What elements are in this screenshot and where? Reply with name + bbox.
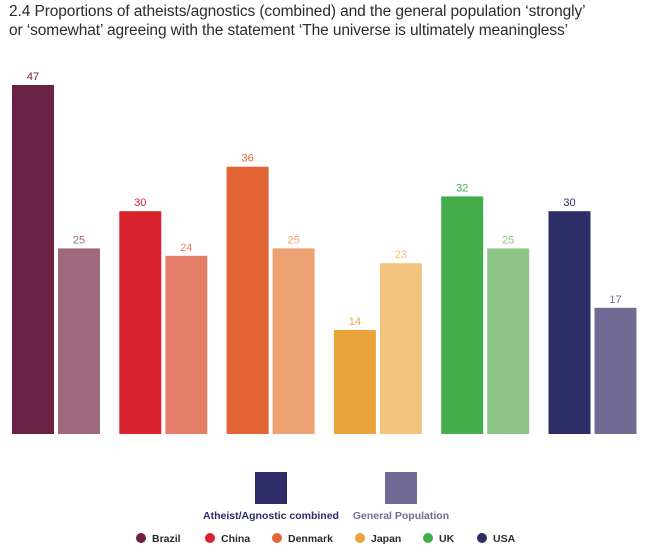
bar-brazil-atheist-agnostic-combined [12,85,54,434]
legend-dot-japan [355,533,365,543]
data-label-china-atheist-agnostic-combined: 30 [134,197,146,209]
bar-usa-general-population [594,307,637,434]
legend-label-japan: Japan [371,533,401,545]
data-label-japan-atheist-agnostic-combined: 14 [349,316,361,328]
bar-denmark-atheist-agnostic-combined [226,166,269,434]
legend-dot-uk [423,533,433,543]
legend-label-general-population: General Population [353,510,449,522]
legend-label-brazil: Brazil [152,533,181,545]
legend-label-atheist-agnostic-combined: Atheist/Agnostic combined [203,510,339,522]
legend-dot-denmark [272,533,282,543]
bar-japan-general-population [379,263,422,434]
data-label-usa-general-population: 17 [609,294,621,306]
bar-denmark-general-population [272,248,315,434]
data-label-china-general-population: 24 [180,242,192,254]
data-label-usa-atheist-agnostic-combined: 30 [563,197,575,209]
legend-label-usa: USA [493,533,516,545]
bar-japan-atheist-agnostic-combined [333,330,376,434]
data-label-denmark-atheist-agnostic-combined: 36 [241,153,253,165]
legend-swatch-atheist-agnostic-combined [255,472,287,504]
data-label-denmark-general-population: 25 [287,234,299,246]
legend-dot-brazil [136,533,146,543]
data-label-brazil-general-population: 25 [73,234,85,246]
bar-china-general-population [165,255,208,434]
bar-brazil-general-population [58,248,100,434]
data-label-brazil-atheist-agnostic-combined: 47 [27,71,39,83]
chart-title: 2.4 Proportions of atheists/agnostics (c… [9,2,641,40]
bar-uk-atheist-agnostic-combined [441,196,484,434]
data-label-uk-atheist-agnostic-combined: 32 [456,182,468,194]
legend-dot-china [205,533,215,543]
bar-china-atheist-agnostic-combined [119,211,162,434]
legend-swatch-general-population [385,472,417,504]
data-label-uk-general-population: 25 [502,234,514,246]
chart-title-line-2: or ‘somewhat’ agreeing with the statemen… [9,22,568,39]
bar-usa-atheist-agnostic-combined [548,211,591,434]
legend-label-uk: UK [439,533,455,545]
legend-label-denmark: Denmark [288,533,333,545]
data-label-japan-general-population: 23 [395,249,407,261]
legend-label-china: China [221,533,250,545]
bar-uk-general-population [487,248,530,434]
chart-title-line-1: 2.4 Proportions of atheists/agnostics (c… [9,3,586,20]
legend-dot-usa [477,533,487,543]
